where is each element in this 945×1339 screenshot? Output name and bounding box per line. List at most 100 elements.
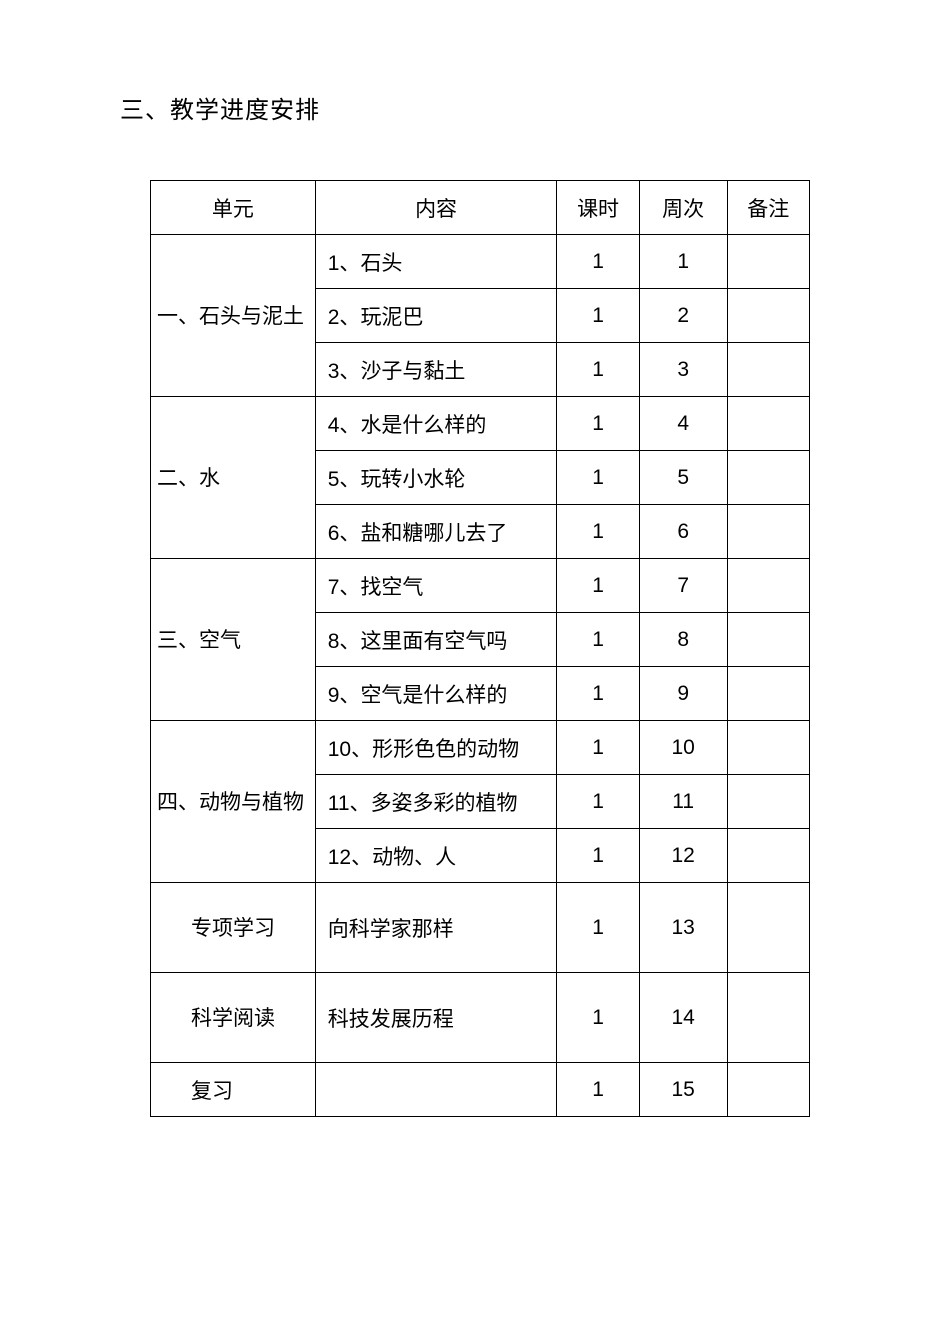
- hours-cell: 1: [557, 613, 639, 667]
- content-cell: 9、空气是什么样的: [315, 667, 557, 721]
- content-cell: 11、多姿多彩的植物: [315, 775, 557, 829]
- content-cell: 3、沙子与黏土: [315, 343, 557, 397]
- table-row: 科学阅读 科技发展历程 1 14: [151, 973, 810, 1063]
- week-cell: 7: [639, 559, 727, 613]
- content-cell: 8、这里面有空气吗: [315, 613, 557, 667]
- week-cell: 2: [639, 289, 727, 343]
- content-num: 11、: [328, 792, 371, 815]
- table-row: 一、石头与泥土 1、石头 1 1: [151, 235, 810, 289]
- hours-cell: 1: [557, 235, 639, 289]
- week-cell: 9: [639, 667, 727, 721]
- hours-cell: 1: [557, 505, 639, 559]
- table-row: 二、水 4、水是什么样的 1 4: [151, 397, 810, 451]
- notes-cell: [727, 775, 809, 829]
- week-cell: 15: [639, 1063, 727, 1117]
- hours-cell: 1: [557, 721, 639, 775]
- content-cell: 科技发展历程: [315, 973, 557, 1063]
- content-num: 8、: [328, 630, 361, 653]
- content-text: 动物、人: [372, 845, 456, 869]
- unit-cell: 一、石头与泥土: [151, 235, 316, 397]
- hours-cell: 1: [557, 883, 639, 973]
- content-num: 7、: [328, 576, 361, 599]
- content-num: 9、: [328, 684, 361, 707]
- notes-cell: [727, 613, 809, 667]
- notes-cell: [727, 289, 809, 343]
- hours-cell: 1: [557, 559, 639, 613]
- schedule-table: 单元 内容 课时 周次 备注 一、石头与泥土 1、石头 1 1 2、玩泥巴 1 …: [150, 180, 810, 1117]
- header-unit: 单元: [151, 181, 316, 235]
- content-text: 多姿多彩的植物: [371, 791, 518, 815]
- content-text: 玩泥巴: [360, 305, 423, 329]
- week-cell: 1: [639, 235, 727, 289]
- content-text: 科技发展历程: [328, 1007, 454, 1031]
- content-cell: 2、玩泥巴: [315, 289, 557, 343]
- table-body: 单元 内容 课时 周次 备注 一、石头与泥土 1、石头 1 1 2、玩泥巴 1 …: [151, 181, 810, 1117]
- notes-cell: [727, 883, 809, 973]
- content-num: 2、: [328, 306, 361, 329]
- content-cell: 4、水是什么样的: [315, 397, 557, 451]
- content-text: 沙子与黏土: [360, 359, 465, 383]
- content-cell: 12、动物、人: [315, 829, 557, 883]
- week-cell: 5: [639, 451, 727, 505]
- week-cell: 6: [639, 505, 727, 559]
- content-text: 形形色色的动物: [372, 737, 519, 761]
- notes-cell: [727, 721, 809, 775]
- content-cell: 7、找空气: [315, 559, 557, 613]
- page-container: 三、教学进度安排 单元 内容 课时 周次 备注 一、石头与泥土 1、石头 1 1…: [0, 0, 945, 1117]
- content-cell: 6、盐和糖哪儿去了: [315, 505, 557, 559]
- content-cell: [315, 1063, 557, 1117]
- unit-cell: 三、空气: [151, 559, 316, 721]
- content-cell: 向科学家那样: [315, 883, 557, 973]
- hours-cell: 1: [557, 451, 639, 505]
- content-text: 找空气: [360, 575, 423, 599]
- week-cell: 12: [639, 829, 727, 883]
- unit-cell: 科学阅读: [151, 973, 316, 1063]
- content-num: 5、: [328, 468, 361, 491]
- notes-cell: [727, 1063, 809, 1117]
- hours-cell: 1: [557, 397, 639, 451]
- content-text: 向科学家那样: [328, 917, 454, 941]
- unit-cell: 复习: [151, 1063, 316, 1117]
- unit-cell: 二、水: [151, 397, 316, 559]
- notes-cell: [727, 973, 809, 1063]
- content-text: 空气是什么样的: [360, 683, 507, 707]
- notes-cell: [727, 235, 809, 289]
- week-cell: 14: [639, 973, 727, 1063]
- content-num: 4、: [328, 414, 361, 437]
- content-text: 水是什么样的: [360, 413, 486, 437]
- table-row: 四、动物与植物 10、形形色色的动物 1 10: [151, 721, 810, 775]
- notes-cell: [727, 343, 809, 397]
- header-week: 周次: [639, 181, 727, 235]
- table-row: 专项学习 向科学家那样 1 13: [151, 883, 810, 973]
- content-num: 3、: [328, 360, 361, 383]
- week-cell: 11: [639, 775, 727, 829]
- week-cell: 10: [639, 721, 727, 775]
- hours-cell: 1: [557, 667, 639, 721]
- unit-cell: 专项学习: [151, 883, 316, 973]
- notes-cell: [727, 559, 809, 613]
- hours-cell: 1: [557, 775, 639, 829]
- week-cell: 13: [639, 883, 727, 973]
- hours-cell: 1: [557, 289, 639, 343]
- week-cell: 3: [639, 343, 727, 397]
- header-content: 内容: [315, 181, 557, 235]
- header-hours: 课时: [557, 181, 639, 235]
- content-text: 这里面有空气吗: [360, 629, 507, 653]
- hours-cell: 1: [557, 829, 639, 883]
- content-num: 12、: [328, 846, 372, 869]
- table-header-row: 单元 内容 课时 周次 备注: [151, 181, 810, 235]
- notes-cell: [727, 505, 809, 559]
- content-cell: 5、玩转小水轮: [315, 451, 557, 505]
- content-cell: 10、形形色色的动物: [315, 721, 557, 775]
- table-row: 复习 1 15: [151, 1063, 810, 1117]
- content-num: 10、: [328, 738, 372, 761]
- content-text: 玩转小水轮: [360, 467, 465, 491]
- notes-cell: [727, 397, 809, 451]
- hours-cell: 1: [557, 1063, 639, 1117]
- section-title: 三、教学进度安排: [120, 90, 825, 125]
- notes-cell: [727, 829, 809, 883]
- header-notes: 备注: [727, 181, 809, 235]
- unit-cell: 四、动物与植物: [151, 721, 316, 883]
- content-num: 6、: [328, 522, 361, 545]
- hours-cell: 1: [557, 343, 639, 397]
